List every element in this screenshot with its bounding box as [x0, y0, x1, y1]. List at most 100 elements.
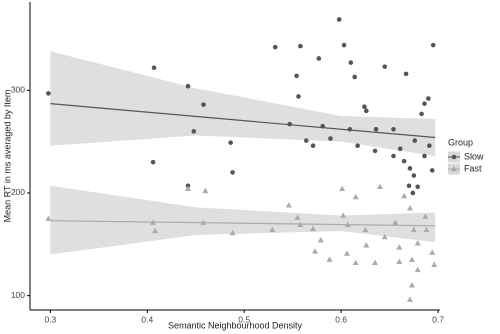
point	[320, 123, 326, 129]
point	[228, 140, 233, 145]
point	[396, 258, 403, 264]
point	[355, 143, 360, 149]
point	[269, 226, 276, 233]
point	[423, 226, 430, 233]
point	[422, 213, 429, 219]
point	[272, 44, 278, 50]
point	[316, 56, 322, 61]
x-axis-title: Semantic Neighbourhood Density	[168, 320, 303, 330]
point	[372, 148, 378, 154]
legend-marker	[451, 165, 457, 172]
point	[426, 96, 431, 101]
point	[230, 170, 235, 175]
point	[326, 256, 333, 262]
point	[363, 242, 370, 248]
point	[429, 249, 436, 255]
point	[406, 205, 413, 211]
point	[397, 146, 403, 152]
point	[150, 159, 156, 165]
point	[46, 91, 51, 96]
point	[427, 143, 432, 149]
x-tick-label: 0.3	[44, 314, 56, 324]
point	[382, 64, 388, 69]
point	[150, 219, 157, 225]
point	[406, 296, 413, 302]
point	[362, 226, 369, 233]
x-tick-label: 0.7	[432, 314, 444, 324]
point	[373, 127, 379, 132]
point	[391, 153, 396, 159]
point	[298, 43, 303, 49]
x-tick-label: 0.6	[335, 314, 347, 324]
point	[362, 104, 367, 110]
point	[410, 190, 416, 196]
y-tick-label: 300	[11, 85, 25, 95]
point	[415, 184, 421, 190]
point	[414, 266, 421, 273]
point	[406, 183, 412, 189]
point	[376, 183, 383, 189]
point	[431, 261, 438, 268]
point	[422, 101, 427, 106]
point	[407, 166, 413, 171]
point	[344, 221, 351, 227]
point	[403, 71, 409, 77]
point	[343, 250, 350, 256]
point	[372, 259, 379, 265]
point	[414, 240, 421, 246]
legend-label: Fast	[464, 163, 482, 173]
point	[352, 74, 358, 80]
legend-marker	[451, 154, 457, 160]
point	[297, 221, 304, 227]
point	[430, 42, 436, 48]
point	[45, 215, 52, 221]
y-tick-label: 100	[11, 290, 25, 300]
point	[184, 185, 191, 192]
point	[200, 219, 207, 225]
point	[408, 282, 415, 288]
point	[285, 202, 292, 208]
point	[294, 73, 299, 79]
confidence-band	[50, 51, 436, 156]
y-tick-label: 200	[11, 187, 25, 197]
point	[411, 173, 417, 178]
point	[348, 60, 354, 65]
point	[310, 143, 316, 149]
legend-label: Slow	[464, 151, 484, 161]
point	[303, 138, 309, 143]
point	[401, 158, 407, 164]
point	[352, 193, 359, 200]
y-axis-title: Mean RT in ms averaged by Item	[2, 90, 12, 223]
point	[347, 127, 353, 132]
x-tick-label: 0.5	[238, 314, 250, 324]
point	[201, 102, 206, 107]
point	[352, 259, 359, 265]
point	[391, 127, 396, 132]
point	[408, 256, 415, 262]
point	[202, 187, 209, 194]
fit-line	[50, 220, 436, 227]
point	[419, 111, 424, 117]
point	[339, 185, 346, 192]
point	[396, 244, 403, 250]
point	[152, 227, 159, 234]
point	[287, 121, 293, 127]
point	[336, 17, 342, 22]
point	[392, 219, 399, 225]
point	[191, 129, 197, 134]
point	[311, 248, 318, 254]
point	[310, 225, 317, 232]
point	[185, 83, 191, 89]
point	[341, 42, 347, 48]
point	[229, 229, 236, 236]
point	[401, 192, 408, 199]
legend-title: Group	[448, 137, 473, 147]
confidence-band	[50, 185, 436, 255]
point	[296, 94, 301, 99]
point	[317, 236, 324, 243]
x-tick-label: 0.4	[141, 314, 153, 324]
point	[151, 65, 157, 71]
point	[294, 214, 301, 220]
point	[410, 226, 417, 233]
